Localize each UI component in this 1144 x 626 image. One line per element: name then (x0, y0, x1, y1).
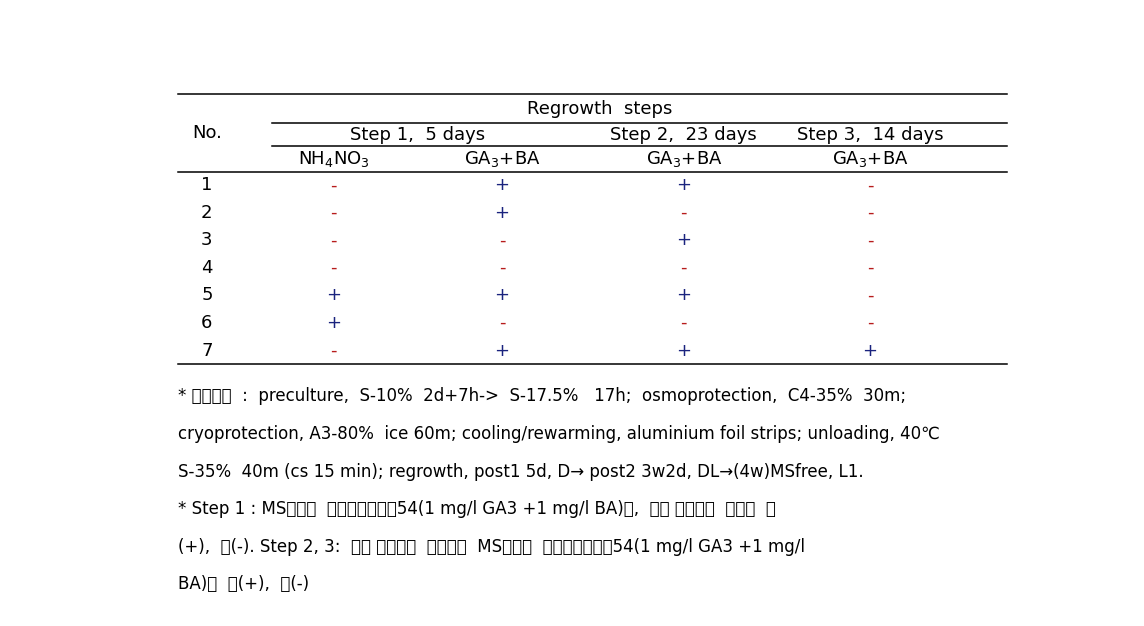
Text: 5: 5 (201, 287, 213, 304)
Text: -: - (499, 314, 506, 332)
Text: +: + (863, 342, 877, 359)
Text: GA$_3$+BA: GA$_3$+BA (463, 149, 540, 169)
Text: 3: 3 (201, 232, 213, 249)
Text: -: - (499, 232, 506, 249)
Text: 6: 6 (201, 314, 213, 332)
Text: -: - (867, 232, 873, 249)
Text: * Step 1 : MS배지에  식물생장호르몢54(1 mg/l GA3 +1 mg/l BA)과,  질산 암모는의  각각의  유: * Step 1 : MS배지에 식물생장호르몢54(1 mg/l GA3 +1… (178, 500, 777, 518)
Text: +: + (676, 287, 691, 304)
Text: +: + (326, 287, 341, 304)
Text: +: + (676, 342, 691, 359)
Text: Step 3,  14 days: Step 3, 14 days (796, 126, 944, 144)
Text: -: - (867, 259, 873, 277)
Text: 4: 4 (201, 259, 213, 277)
Text: -: - (331, 204, 336, 222)
Text: * 기본조건  :  preculture,  S-10%  2d+7h->  S-17.5%   17h;  osmoprotection,  C4-35% : * 기본조건 : preculture, S-10% 2d+7h-> S-17.… (178, 387, 906, 406)
Text: -: - (331, 342, 336, 359)
Text: +: + (494, 287, 509, 304)
Text: +: + (326, 314, 341, 332)
Text: Regrowth  steps: Regrowth steps (527, 100, 673, 118)
Text: cryoprotection, A3-80%  ice 60m; cooling/rewarming, aluminium foil strips; unloa: cryoprotection, A3-80% ice 60m; cooling/… (178, 425, 940, 443)
Text: -: - (499, 259, 506, 277)
Text: -: - (331, 177, 336, 194)
Text: GA$_3$+BA: GA$_3$+BA (832, 149, 908, 169)
Text: -: - (681, 204, 688, 222)
Text: No.: No. (192, 124, 222, 142)
Text: NH$_4$NO$_3$: NH$_4$NO$_3$ (297, 149, 370, 169)
Text: +: + (494, 342, 509, 359)
Text: +: + (494, 177, 509, 194)
Text: -: - (331, 259, 336, 277)
Text: BA)의  유(+),  무(-): BA)의 유(+), 무(-) (178, 575, 310, 593)
Text: GA$_3$+BA: GA$_3$+BA (645, 149, 722, 169)
Text: 2: 2 (201, 204, 213, 222)
Text: -: - (681, 259, 688, 277)
Text: 1: 1 (201, 177, 213, 194)
Text: +: + (676, 177, 691, 194)
Text: 7: 7 (201, 342, 213, 359)
Text: -: - (867, 287, 873, 304)
Text: Step 2,  23 days: Step 2, 23 days (611, 126, 757, 144)
Text: (+),  무(-). Step 2, 3:  질산 암모뉔을  포함하는  MS배지에  식물생장호르몢54(1 mg/l GA3 +1 mg/l: (+), 무(-). Step 2, 3: 질산 암모뉔을 포함하는 MS배지에… (178, 538, 805, 556)
Text: -: - (867, 314, 873, 332)
Text: Step 1,  5 days: Step 1, 5 days (350, 126, 485, 144)
Text: -: - (681, 314, 688, 332)
Text: +: + (494, 204, 509, 222)
Text: -: - (867, 177, 873, 194)
Text: +: + (676, 232, 691, 249)
Text: -: - (867, 204, 873, 222)
Text: S-35%  40m (cs 15 min); regrowth, post1 5d, D→ post2 3w2d, DL→(4w)MSfree, L1.: S-35% 40m (cs 15 min); regrowth, post1 5… (178, 463, 864, 481)
Text: -: - (331, 232, 336, 249)
